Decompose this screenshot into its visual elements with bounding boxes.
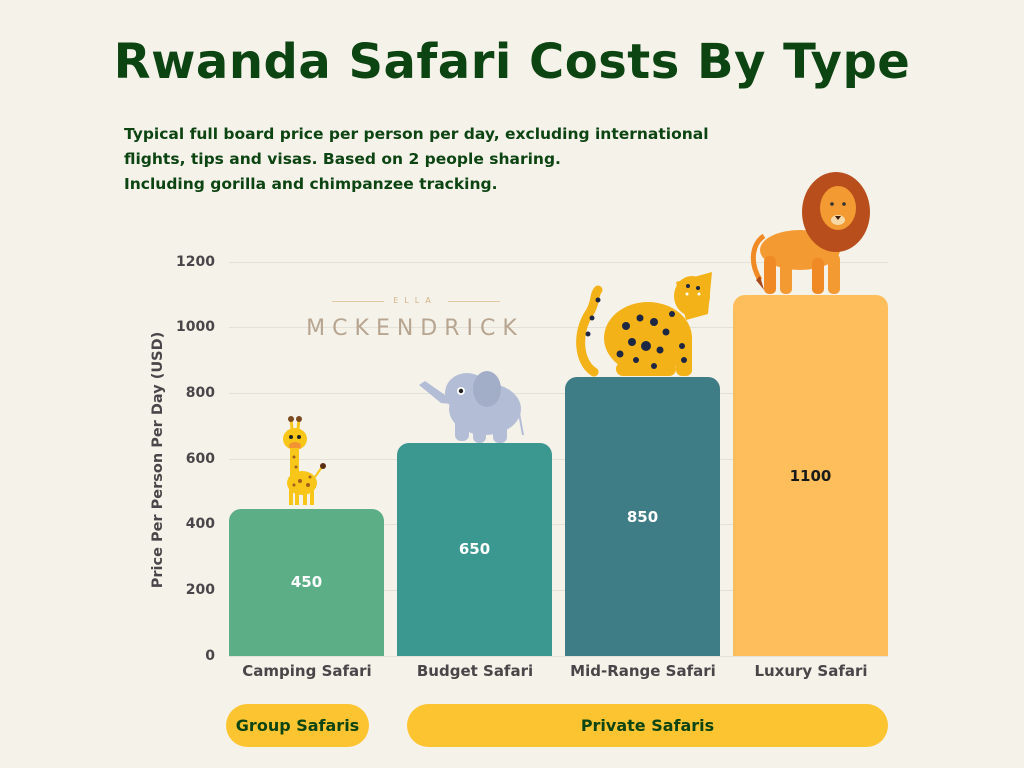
group-safaris-pill: Group Safaris [226,704,369,747]
x-label-budget: Budget Safari [416,662,534,680]
private-safaris-pill: Private Safaris [407,704,888,747]
y-tick-800: 800 [185,385,215,401]
gridline [229,459,888,460]
subtitle-line: Including gorilla and chimpanzee trackin… [124,175,498,193]
chart-subtitle: Typical full board price per person per … [124,122,764,197]
gridline [229,393,888,394]
subtitle-line: flights, tips and visas. Based on 2 peop… [124,150,561,168]
y-tick-1000: 1000 [176,319,215,335]
subtitle-line: Typical full board price per person per … [124,125,709,143]
watermark-line [448,301,500,302]
watermark-line [332,301,384,302]
bar-value-label: 450 [290,573,323,591]
y-tick-200: 200 [185,582,215,598]
y-tick-400: 400 [185,516,215,532]
x-label-camping: Camping Safari [242,662,372,680]
watermark-top: ELLA [393,296,437,305]
y-tick-0: 0 [205,648,215,664]
bar-budget-safari: 650 [397,443,552,656]
leopard-icon [576,272,712,377]
watermark-main: MCKENDRICK [306,316,524,341]
gridline [229,327,888,328]
bar-luxury-safari: 1100 [733,295,888,656]
chart-title: Rwanda Safari Costs By Type [113,34,911,90]
gridline [229,590,888,591]
x-axis-baseline [229,656,888,657]
elephant-icon [419,371,524,443]
x-label-mid-range: Mid-Range Safari [570,662,716,680]
y-tick-600: 600 [185,451,215,467]
lion-icon [750,172,870,294]
giraffe-icon [283,416,326,505]
gridline [229,262,888,263]
gridline [229,524,888,525]
x-label-luxury: Luxury Safari [754,662,868,680]
bar-value-label: 650 [458,540,491,558]
y-tick-1200: 1200 [176,254,215,270]
bar-value-label: 1100 [789,467,832,485]
bar-mid-range-safari: 850 [565,377,720,656]
y-axis-label: Price Per Person Per Day (USD) [150,331,166,589]
bar-value-label: 850 [626,508,659,526]
bar-camping-safari: 450 [229,509,384,656]
